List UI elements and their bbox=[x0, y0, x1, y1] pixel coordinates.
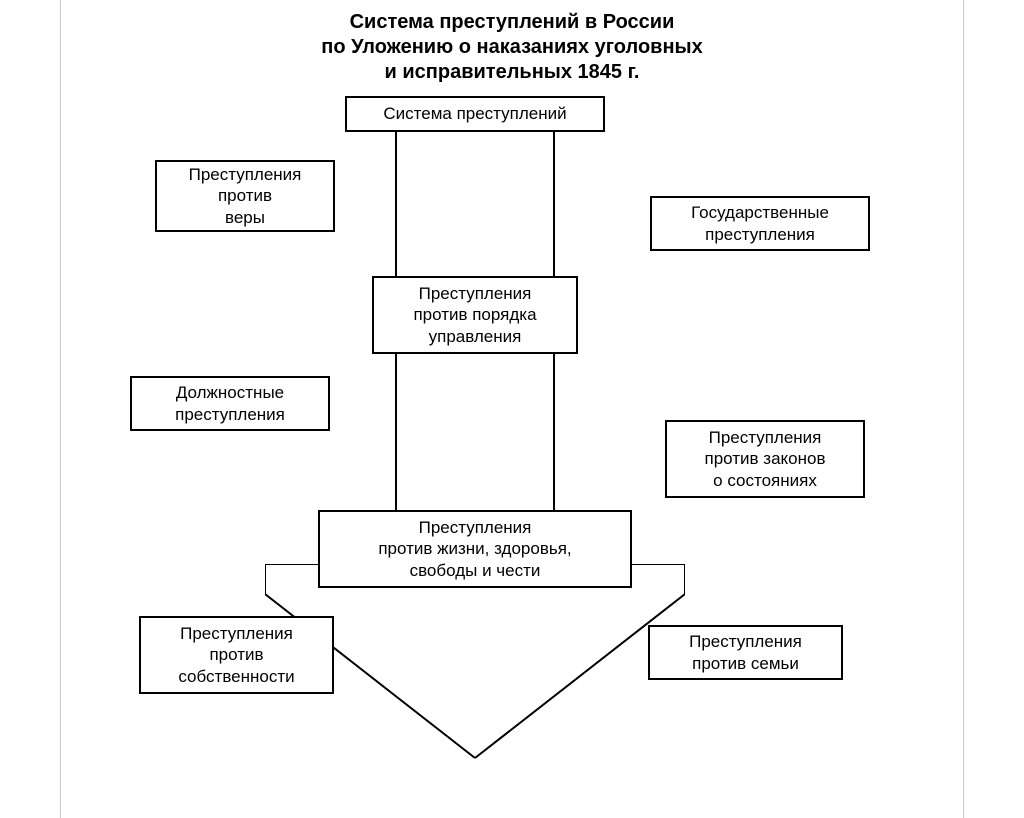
node-life-label: Преступленияпротив жизни, здоровья,свобо… bbox=[378, 517, 571, 581]
node-office-label: Должностныепреступления bbox=[175, 382, 285, 425]
title-line-0: Система преступлений в России bbox=[0, 10, 1024, 35]
node-root: Система преступлений bbox=[345, 96, 605, 132]
node-status: Преступленияпротив законово состояниях bbox=[665, 420, 865, 498]
diagram-canvas: Система преступлений в Россиипо Уложению… bbox=[0, 0, 1024, 818]
node-order-label: Преступленияпротив порядкауправления bbox=[413, 283, 536, 347]
node-office: Должностныепреступления bbox=[130, 376, 330, 431]
node-property-label: Преступленияпротивсобственности bbox=[178, 623, 294, 687]
node-faith: Преступленияпротивверы bbox=[155, 160, 335, 232]
node-family-label: Преступленияпротив семьи bbox=[689, 631, 802, 674]
node-status-label: Преступленияпротив законово состояниях bbox=[705, 427, 826, 491]
node-life: Преступленияпротив жизни, здоровья,свобо… bbox=[318, 510, 632, 588]
title-line-2: и исправительных 1845 г. bbox=[0, 60, 1024, 85]
node-property: Преступленияпротивсобственности bbox=[139, 616, 334, 694]
node-order: Преступленияпротив порядкауправления bbox=[372, 276, 578, 354]
node-family: Преступленияпротив семьи bbox=[648, 625, 843, 680]
node-state-label: Государственныепреступления bbox=[691, 202, 829, 245]
node-root-label: Система преступлений bbox=[383, 103, 566, 124]
diagram-title: Система преступлений в Россиипо Уложению… bbox=[0, 10, 1024, 85]
node-faith-label: Преступленияпротивверы bbox=[189, 164, 302, 228]
node-state: Государственныепреступления bbox=[650, 196, 870, 251]
title-line-1: по Уложению о наказаниях уголовных bbox=[0, 35, 1024, 60]
